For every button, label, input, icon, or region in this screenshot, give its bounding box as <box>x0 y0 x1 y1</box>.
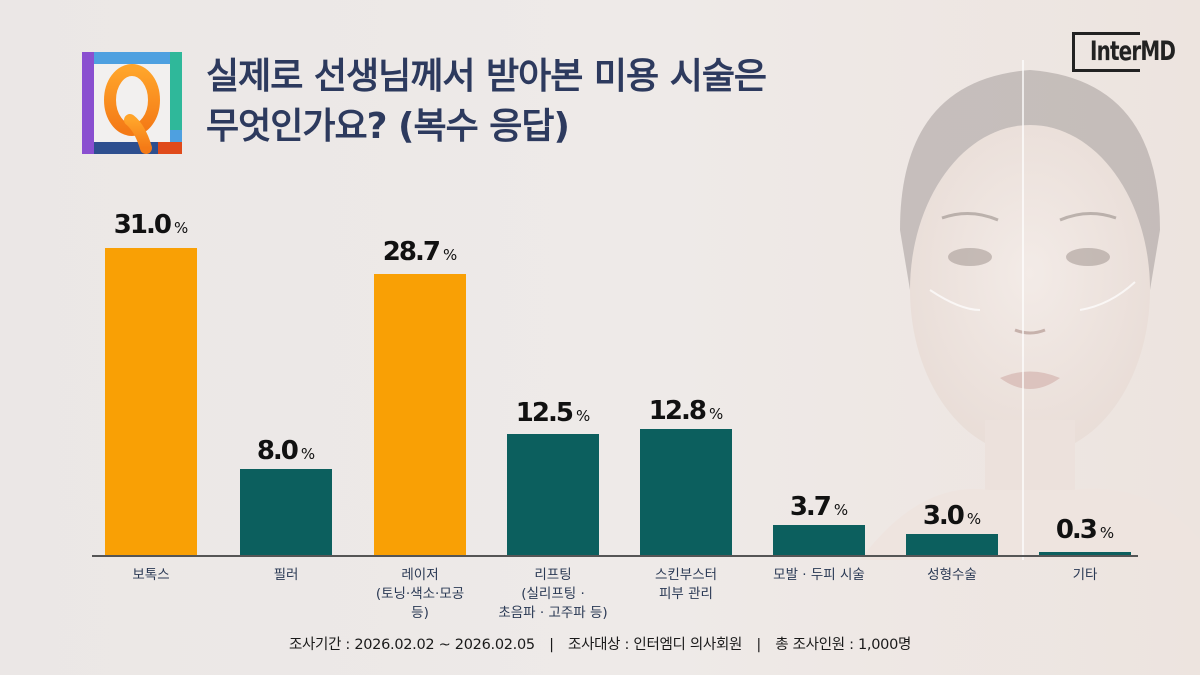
value-label: 12.5% <box>515 398 591 428</box>
brand-name: InterMD <box>1090 36 1176 67</box>
bar-laser <box>374 274 466 555</box>
separator: | <box>756 637 761 653</box>
value-label: 3.0% <box>922 501 982 531</box>
bar-plastic-surgery <box>906 534 998 555</box>
bar-filler <box>240 469 332 555</box>
bar-hair-scalp <box>773 525 865 555</box>
value-label: 3.7% <box>789 492 849 522</box>
category-label: 리프팅 (실리프팅 · 초음파 · 고주파 등) <box>498 567 608 621</box>
survey-info-footer: 조사기간 : 2026.02.02 ~ 2026.02.05 | 조사대상 : … <box>0 633 1200 654</box>
brand-logo: InterMD <box>1072 32 1182 74</box>
value-label: 12.8% <box>648 396 724 426</box>
separator: | <box>549 637 554 653</box>
category-label: 기타 <box>1072 567 1098 583</box>
category-label: 스킨부스터 피부 관리 <box>654 567 718 602</box>
category-label: 모발 · 두피 시술 <box>773 567 865 583</box>
title-line-1: 실제로 선생님께서 받아본 미용 시술은 <box>206 56 767 97</box>
category-label: 보톡스 <box>132 567 170 583</box>
survey-total: 총 조사인원 : 1,000명 <box>775 637 912 653</box>
value-label: 31.0% <box>113 210 189 240</box>
bar-botox <box>105 248 197 555</box>
survey-period: 조사기간 : 2026.02.02 ~ 2026.02.05 <box>288 637 535 653</box>
value-label: 0.3% <box>1055 515 1115 545</box>
title-line-2: 무엇인가요? (복수 응답) <box>206 106 570 147</box>
bar-skinbooster <box>640 429 732 555</box>
value-label: 28.7% <box>382 237 458 267</box>
category-label: 레이저 (토닝·색소·모공 등) <box>375 567 465 621</box>
value-label: 8.0% <box>256 436 316 466</box>
category-label: 성형수술 <box>927 567 977 583</box>
question-logo-icon <box>82 52 182 154</box>
bar-lifting <box>507 434 599 555</box>
page-title: 실제로 선생님께서 받아본 미용 시술은 무엇인가요? (복수 응답) <box>206 52 906 152</box>
survey-target: 조사대상 : 인터엠디 의사회원 <box>568 637 743 653</box>
bar-other <box>1039 552 1131 555</box>
brand-frame <box>1072 32 1140 72</box>
x-axis-baseline <box>92 555 1138 557</box>
category-label: 필러 <box>273 567 299 583</box>
